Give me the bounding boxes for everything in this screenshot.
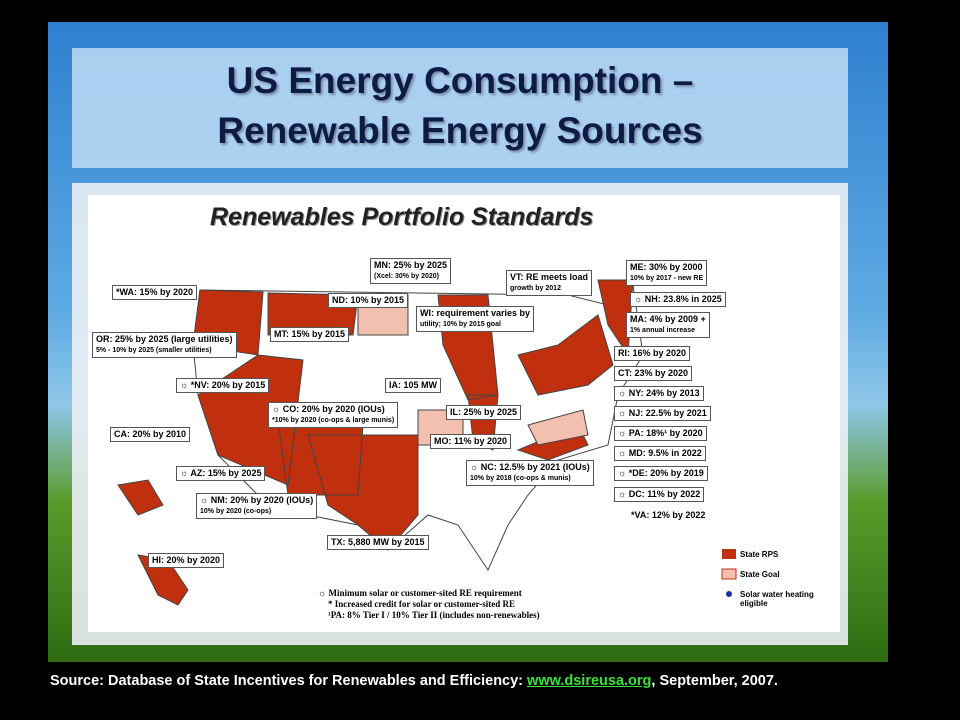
label-line: IA: 105 MW <box>389 380 438 390</box>
map-title: Renewables Portfolio Standards <box>210 203 594 231</box>
state-label: IA: 105 MW <box>385 378 442 393</box>
label-line: ☼ NJ: 22.5% by 2021 <box>618 408 707 418</box>
label-line: HI: 20% by 2020 <box>152 555 221 565</box>
state-label: ☼ NH: 23.8% in 2025 <box>630 292 726 307</box>
state-label: CA: 20% by 2010 <box>110 427 191 442</box>
title-box: US Energy Consumption – Renewable Energy… <box>72 48 848 168</box>
label-line: MN: 25% by 2025 <box>374 260 448 270</box>
source-text: Source: Database of State Incentives for… <box>50 673 528 689</box>
legend-dot <box>726 591 732 597</box>
state-label: RI: 16% by 2020 <box>614 346 691 361</box>
state-label: WI: requirement varies by utility; 10% by… <box>416 306 535 332</box>
title-line: Renewable Energy Sources <box>217 110 703 151</box>
legend-swatch <box>722 549 736 559</box>
label-line: (Xcel: 30% by 2020) <box>374 273 439 280</box>
label-line: ☼ NC: 12.5% by 2021 (IOUs) <box>470 462 590 472</box>
label-line: IL: 25% by 2025 <box>450 407 518 417</box>
state-label: ☼ AZ: 15% by 2025 <box>176 466 266 481</box>
footnote: ¹PA: 8% Tier I / 10% Tier II (includes n… <box>328 610 540 620</box>
state-label: ☼ *NV: 20% by 2015 <box>176 378 270 393</box>
footnote: * Increased credit for solar or customer… <box>328 599 516 609</box>
legend-entry: State Goal <box>740 570 780 579</box>
state-label: VT: RE meets load growth by 2012 <box>506 270 593 296</box>
label-line: ☼ PA: 18%¹ by 2020 <box>618 428 703 438</box>
state-label: ☼ NJ: 22.5% by 2021 <box>614 406 711 421</box>
label-line: OR: 25% by 2025 (large utilities) <box>96 334 233 344</box>
label-line: ☼ NY: 24% by 2013 <box>618 388 700 398</box>
title-line: US Energy Consumption – <box>226 60 694 101</box>
label-line: ☼ NM: 20% by 2020 (IOUs) <box>200 495 314 505</box>
label-line: ☼ DC: 11% by 2022 <box>618 489 701 499</box>
state-label: ☼ NC: 12.5% by 2021 (IOUs) 10% by 2018 (c… <box>466 460 594 486</box>
label-line: RI: 16% by 2020 <box>618 348 687 358</box>
footnote: ☼ Minimum solar or customer-sited RE req… <box>318 588 522 598</box>
label-line: ☼ MD: 9.5% in 2022 <box>618 448 702 458</box>
label-line: ☼ AZ: 15% by 2025 <box>180 468 262 478</box>
label-line: ☼ NH: 23.8% in 2025 <box>634 294 722 304</box>
label-line: *VA: 12% by 2022 <box>631 510 706 520</box>
source-tail: , September, 2007. <box>651 673 778 689</box>
label-line: CA: 20% by 2010 <box>114 429 187 439</box>
label-line: CT: 23% by 2020 <box>618 368 689 378</box>
label-line: 10% by 2020 (co-ops) <box>200 508 272 515</box>
state-label: ☼ PA: 18%¹ by 2020 <box>614 426 707 441</box>
label-line: ND: 10% by 2015 <box>332 295 405 305</box>
source-link[interactable]: www.dsireusa.org <box>527 673 652 689</box>
label-line: ☼ CO: 20% by 2020 (IOUs) <box>272 404 385 414</box>
state-label: MN: 25% by 2025 (Xcel: 30% by 2020) <box>370 258 452 284</box>
label-line: ☼ *DE: 20% by 2019 <box>618 468 704 478</box>
map: Renewables Portfolio Standards *WA: 15% … <box>88 195 840 632</box>
state-label: ND: 10% by 2015 <box>328 293 409 308</box>
label-line: WI: requirement varies by <box>420 308 531 318</box>
state-label: *VA: 12% by 2022 <box>628 509 709 522</box>
legend-swatch <box>721 568 737 580</box>
state-label: ☼ NM: 20% by 2020 (IOUs) 10% by 2020 (co-… <box>196 493 318 519</box>
state-label: ☼ MD: 9.5% in 2022 <box>614 446 706 461</box>
label-line: utility; 10% by 2015 goal <box>420 321 501 328</box>
state-label: TX: 5,880 MW by 2015 <box>327 535 429 550</box>
label-line: TX: 5,880 MW by 2015 <box>331 537 425 547</box>
state-label: ☼ *DE: 20% by 2019 <box>614 466 708 481</box>
state-label: OR: 25% by 2025 (large utilities) 5% - 10… <box>92 332 237 358</box>
state-label: ME: 30% by 2000 10% by 2017 - new RE <box>626 260 708 286</box>
state-label: *WA: 15% by 2020 <box>112 285 198 300</box>
legend-entry: State RPS <box>740 550 779 559</box>
label-line: 5% - 10% by 2025 (smaller utilities) <box>96 347 212 354</box>
label-line: ☼ *NV: 20% by 2015 <box>180 380 266 390</box>
state-label: CT: 23% by 2020 <box>614 366 693 381</box>
state-label: MT: 15% by 2015 <box>270 327 350 342</box>
state-label: ☼ NY: 24% by 2013 <box>614 386 704 401</box>
hawaii <box>117 479 189 606</box>
label-line: 10% by 2017 - new RE <box>630 275 704 282</box>
label-line: MO: 11% by 2020 <box>434 436 508 446</box>
label-line: VT: RE meets load <box>510 272 589 282</box>
state-label: HI: 20% by 2020 <box>148 553 225 568</box>
source: Source: Database of State Incentives for… <box>50 670 890 692</box>
label-line: 10% by 2018 (co-ops & munis) <box>470 475 571 482</box>
legend-entry: Solar water heating eligible <box>740 590 814 608</box>
label-line: 1% annual increase <box>630 327 695 334</box>
label-line: growth by 2012 <box>510 285 561 292</box>
label-line: *10% by 2020 (co-ops & large munis) <box>272 417 395 424</box>
state-label: IL: 25% by 2025 <box>446 405 522 420</box>
label-line: *WA: 15% by 2020 <box>116 287 194 297</box>
label-line: ME: 30% by 2000 <box>630 262 703 272</box>
state-label: ☼ CO: 20% by 2020 (IOUs) *10% by 2020 (co… <box>268 402 399 428</box>
label-line: MT: 15% by 2015 <box>274 329 346 339</box>
state-label: ☼ DC: 11% by 2022 <box>614 487 705 502</box>
state-label: MO: 11% by 2020 <box>430 434 512 449</box>
state-label: MA: 4% by 2009 + 1% annual increase <box>626 312 710 338</box>
label-line: MA: 4% by 2009 + <box>630 314 706 324</box>
